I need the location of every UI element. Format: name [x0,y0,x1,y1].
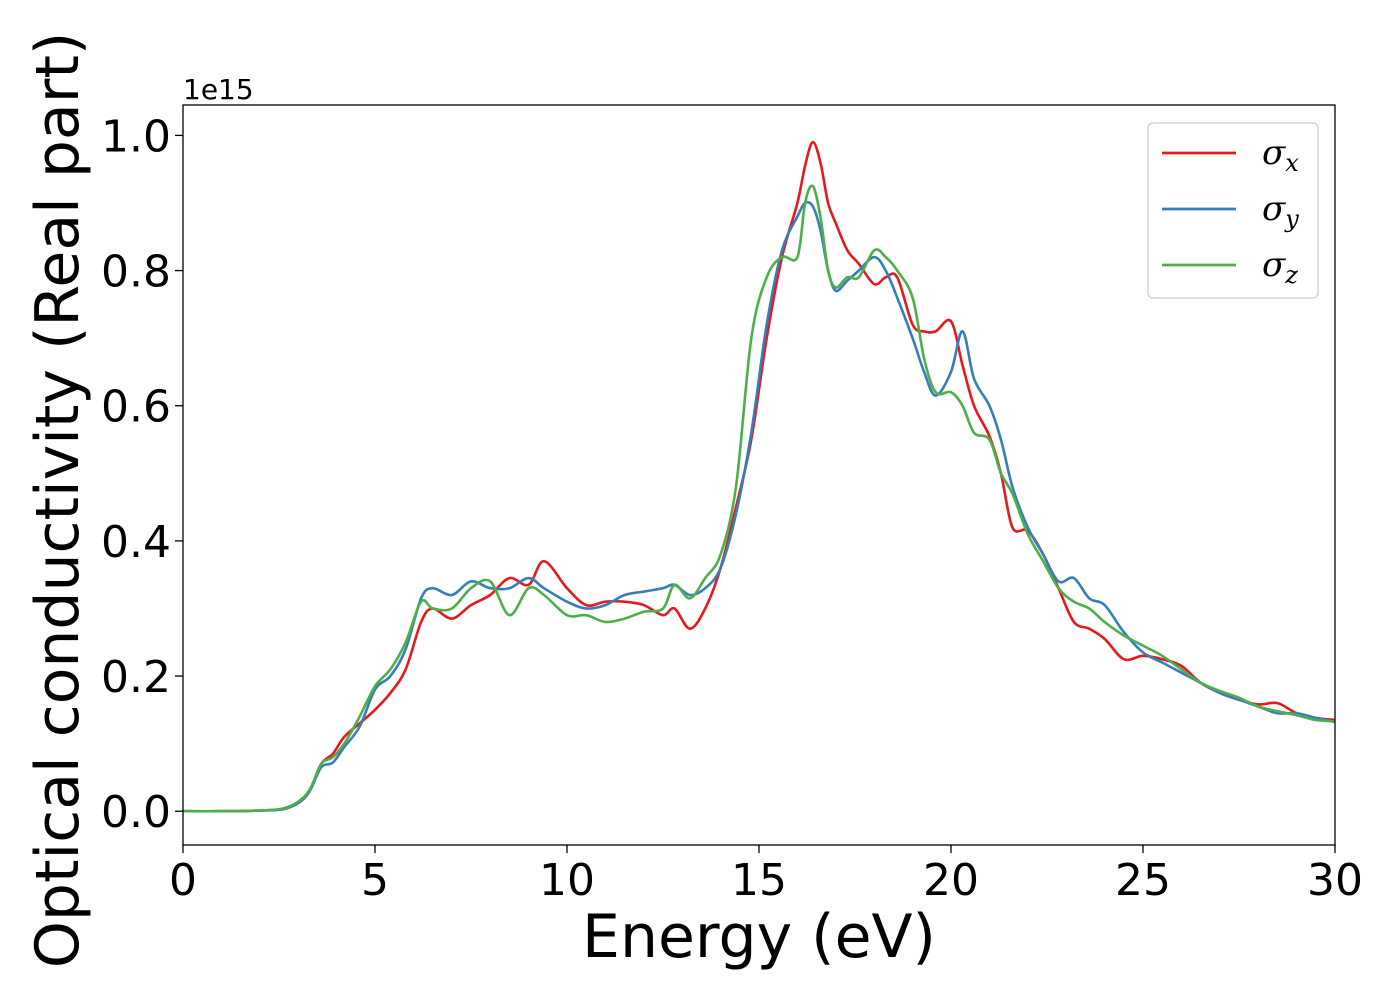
series-line-sigma-x [182,140,1336,813]
legend: σx σy σz [1147,122,1319,299]
y-axis-title: Optical conductivity (Real part) [23,32,93,969]
y-tick-label: 0.0 [101,787,171,838]
legend-label: σx [1262,133,1299,177]
y-tick-label: 1.0 [101,111,171,162]
series-line-sigma-y [182,200,1336,813]
legend-box [1147,122,1319,299]
x-tick-label: 5 [361,855,389,906]
y-tick-label: 0.4 [101,517,171,568]
x-tick-label: 30 [1307,855,1363,906]
x-tick-label: 25 [1115,855,1171,906]
series-layer [182,140,1336,813]
legend-label: σy [1262,189,1299,233]
x-tick-label: 20 [923,855,979,906]
legend-label: σz [1262,245,1298,289]
x-axis: 0 5 10 15 20 25 30 [169,845,1363,906]
y-offset-label: 1e15 [183,73,254,106]
x-tick-label: 0 [169,855,197,906]
series-line-sigma-z [182,184,1336,813]
x-tick-label: 15 [731,855,787,906]
y-tick-label: 0.8 [101,247,171,298]
y-tick-label: 0.6 [101,382,171,433]
x-axis-title: Energy (eV) [582,902,936,972]
x-tick-label: 10 [539,855,595,906]
y-tick-label: 0.2 [101,652,171,703]
y-axis: 0.0 0.2 0.4 0.6 0.8 1.0 [101,111,183,838]
